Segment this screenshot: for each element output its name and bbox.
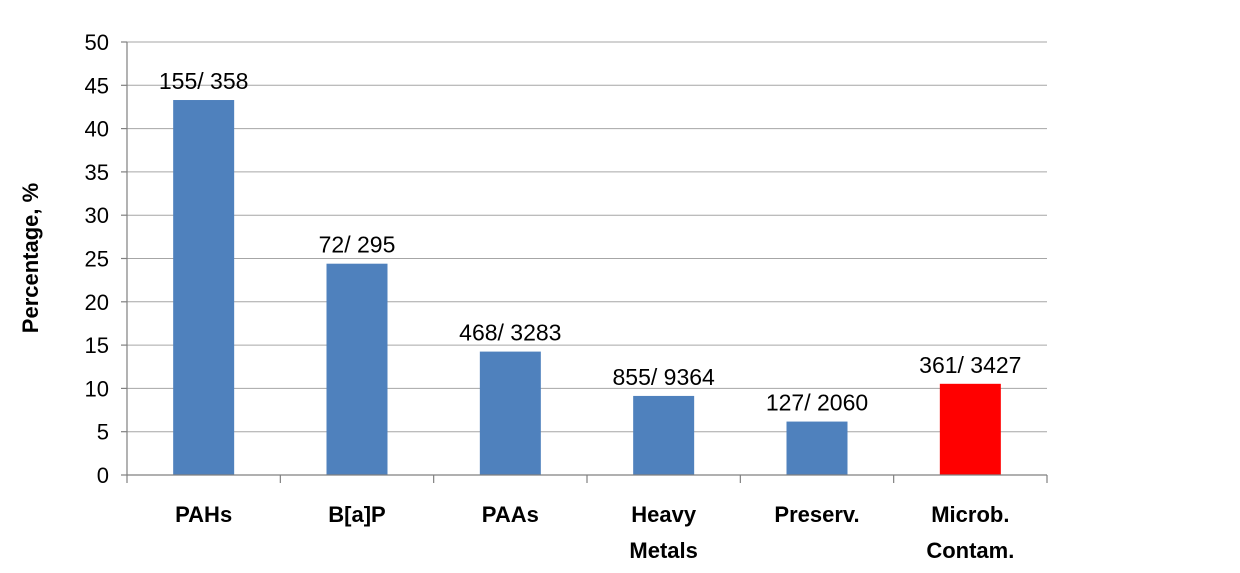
x-category-label: Microb. Contam. — [926, 502, 1014, 563]
x-category-label-line: Contam. — [926, 538, 1014, 563]
y-tick-label: 45 — [85, 73, 109, 98]
x-category-label-line: Heavy — [631, 502, 697, 527]
y-tick-label: 25 — [85, 247, 109, 272]
x-category-label-line: Metals — [629, 538, 697, 563]
x-category-label-line: Microb. — [931, 502, 1009, 527]
y-tick-label: 10 — [85, 376, 109, 401]
x-category-label: PAHs — [175, 502, 232, 527]
x-category-label-line: B[a]P — [328, 502, 385, 527]
data-label: 855/ 9364 — [613, 364, 716, 390]
labels: 0 5 10 15 20 25 30 35 40 45 50 155/ 358 PAHs 72/ 295 B… — [85, 30, 1022, 563]
bar — [633, 395, 695, 475]
bar — [173, 100, 235, 475]
x-category-label-line: PAHs — [175, 502, 232, 527]
data-label: 468/ 3283 — [459, 320, 561, 346]
y-tick-label: 35 — [85, 160, 109, 185]
bar — [939, 383, 1001, 475]
data-label: 127/ 2060 — [766, 390, 868, 416]
x-category-label: Preserv. — [774, 502, 859, 527]
y-axis-title: Percentage, % — [18, 183, 43, 333]
y-tick-label: 0 — [97, 463, 109, 488]
data-label: 72/ 295 — [319, 232, 396, 258]
axes — [121, 41, 1048, 483]
data-label: 155/ 358 — [159, 68, 249, 94]
x-category-label: B[a]P — [328, 502, 385, 527]
bars — [173, 100, 1001, 475]
bar — [326, 263, 388, 475]
y-tick-label: 40 — [85, 117, 109, 142]
gridlines — [127, 41, 1047, 433]
y-tick-label: 15 — [85, 333, 109, 358]
y-tick-label: 30 — [85, 203, 109, 228]
x-category-label-line: PAAs — [482, 502, 539, 527]
x-category-label-line: Preserv. — [774, 502, 859, 527]
data-label: 361/ 3427 — [919, 352, 1021, 378]
x-category-label: Heavy Metals — [629, 502, 697, 563]
bar — [786, 421, 848, 475]
x-category-label: PAAs — [482, 502, 539, 527]
bar — [479, 351, 541, 475]
y-tick-label: 20 — [85, 290, 109, 315]
y-tick-label: 50 — [85, 30, 109, 55]
y-tick-label: 5 — [97, 420, 109, 445]
